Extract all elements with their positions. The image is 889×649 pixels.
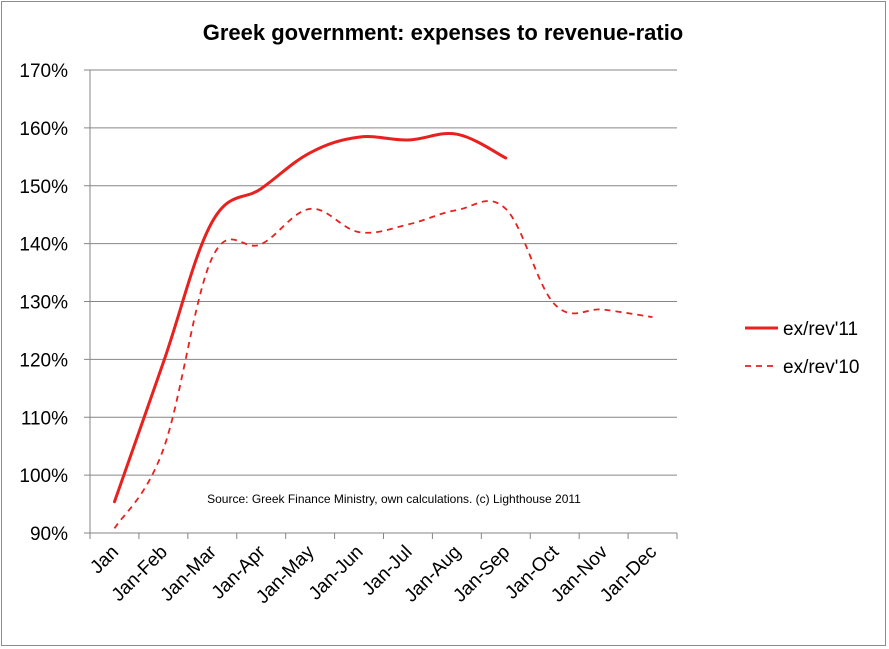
x-tick-label: Jan-Jun: [305, 542, 368, 605]
y-tick-label: 160%: [19, 119, 68, 140]
y-axis: 90% 100% 110% 120% 130% 140% 150% 160% 170%: [19, 61, 91, 545]
y-tick-label: 130%: [19, 293, 68, 314]
legend-label: ex/rev'11: [783, 319, 858, 340]
chart-title: Greek government: expenses to revenue-ra…: [203, 20, 684, 45]
x-axis: JanJan-FebJan-MarJan-AprJan-MayJan-JunJa…: [86, 533, 678, 608]
y-tick-label: 150%: [19, 177, 68, 198]
series-line-2: [113, 200, 653, 529]
y-tick-label: 170%: [19, 61, 68, 82]
y-tick-label: 120%: [19, 350, 68, 371]
y-tick-label: 110%: [21, 408, 68, 429]
series-line-1: [113, 132, 508, 504]
legend: ex/rev'11 ex/rev'10: [745, 319, 860, 378]
gridlines: [84, 69, 677, 534]
y-tick-label: 140%: [19, 235, 68, 256]
series-lines: [113, 132, 653, 529]
x-tick-label: Jan-Mar: [157, 541, 222, 606]
x-tick-label: Jan: [86, 542, 123, 579]
y-tick-label: 100%: [19, 466, 68, 487]
legend-label: ex/rev'10: [783, 357, 860, 378]
source-annotation: Source: Greek Finance Ministry, own calc…: [207, 492, 581, 506]
y-tick-label: 90%: [30, 524, 68, 545]
